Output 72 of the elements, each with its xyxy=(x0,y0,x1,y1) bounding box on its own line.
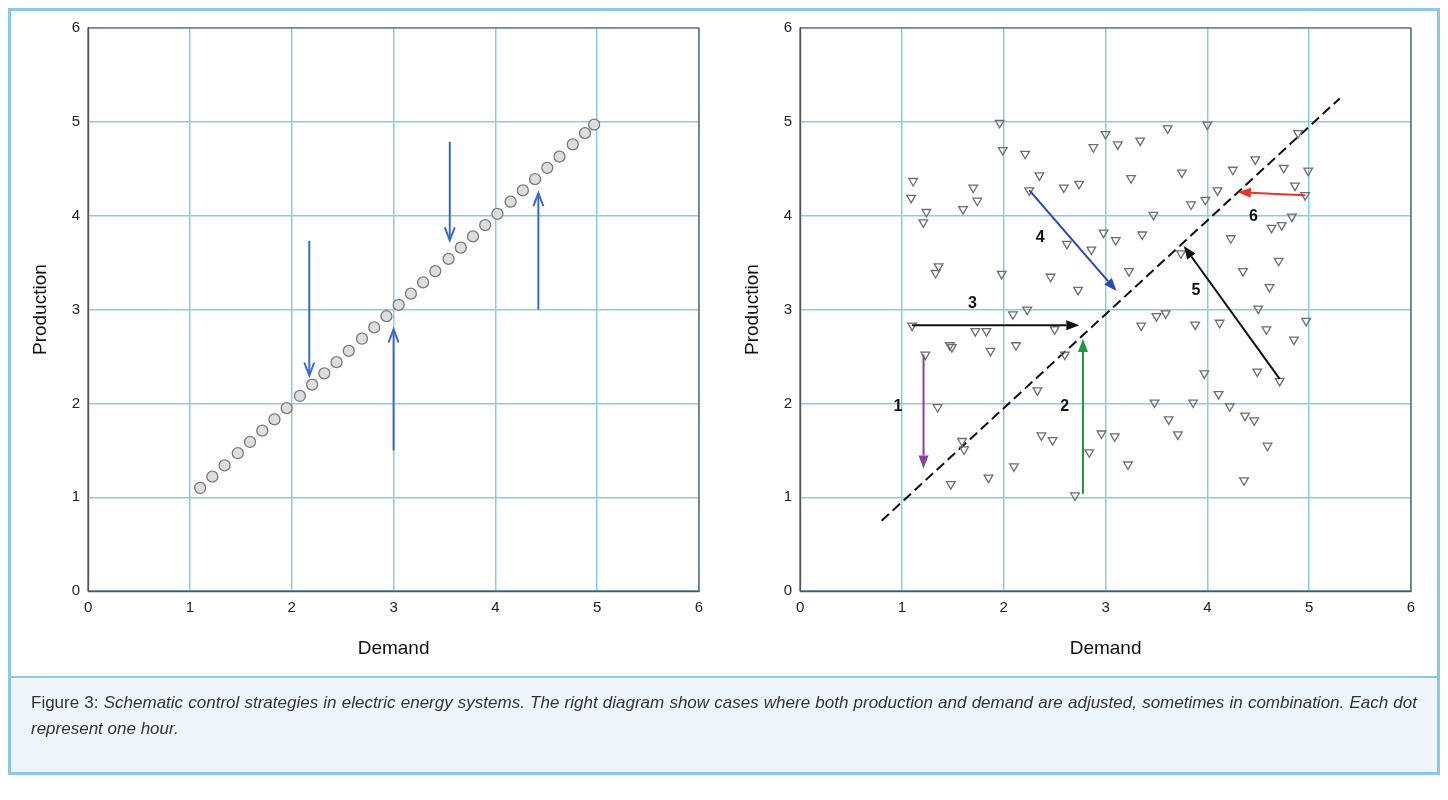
y-tick-label: 4 xyxy=(71,205,81,223)
annotation: 4 xyxy=(1035,228,1045,246)
y-tick-label: 4 xyxy=(783,205,793,223)
point xyxy=(193,481,207,495)
point xyxy=(553,150,566,163)
x-tick-label: 4 xyxy=(1203,598,1212,616)
annotation: 3 xyxy=(967,294,977,312)
point xyxy=(380,310,393,323)
y-tick-label: 1 xyxy=(783,487,793,505)
y-tick-label: 0 xyxy=(783,581,793,599)
annotation: 2 xyxy=(1060,396,1070,414)
point xyxy=(342,344,355,358)
x-tick-label: 0 xyxy=(83,598,93,616)
x-tick-label: 5 xyxy=(1305,598,1314,616)
x-tick-label: 1 xyxy=(185,598,195,616)
y-axis-title: Production xyxy=(740,264,762,356)
y-tick-label: 2 xyxy=(71,393,81,411)
y-tick-label: 1 xyxy=(71,487,81,505)
point xyxy=(206,470,219,483)
point xyxy=(256,424,269,437)
point xyxy=(541,161,554,175)
point xyxy=(429,264,442,278)
annotation: 1 xyxy=(893,396,903,414)
y-tick-label: 5 xyxy=(71,112,81,130)
x-tick-label: 6 xyxy=(1406,598,1416,616)
x-axis-title: Demand xyxy=(357,636,430,658)
point xyxy=(516,184,530,197)
y-tick-label: 6 xyxy=(783,18,793,36)
y-tick-label: 3 xyxy=(71,299,81,317)
y-axis-title: Production xyxy=(28,264,50,356)
x-tick-label: 0 xyxy=(795,598,805,616)
point xyxy=(243,435,257,449)
y-tick-label: 3 xyxy=(783,299,793,317)
point xyxy=(442,252,455,266)
point xyxy=(528,172,542,186)
y-tick-label: 6 xyxy=(71,18,81,36)
point xyxy=(479,218,492,232)
annotation: 6 xyxy=(1248,206,1258,224)
y-tick-label: 5 xyxy=(783,112,793,130)
x-tick-label: 6 xyxy=(694,598,704,616)
point xyxy=(355,332,369,345)
point xyxy=(392,298,405,312)
point xyxy=(404,287,418,300)
caption: Figure 3: Schematic control strategies in electric energy systems. The right diagram show cases where both production and demand are adjusted, sometimes in combination. Each dot represent one hour. xyxy=(31,693,1417,738)
point xyxy=(466,230,480,243)
x-tick-label: 5 xyxy=(593,598,602,616)
annotation: 5 xyxy=(1191,281,1201,299)
point xyxy=(368,321,381,334)
point xyxy=(305,378,319,391)
point xyxy=(280,402,293,415)
point xyxy=(587,118,601,131)
x-tick-label: 3 xyxy=(389,598,398,616)
point xyxy=(330,356,343,369)
point xyxy=(504,195,517,208)
point xyxy=(416,276,430,289)
x-tick-label: 4 xyxy=(491,598,500,616)
point xyxy=(454,241,467,254)
point xyxy=(231,447,244,460)
x-tick-label: 3 xyxy=(1101,598,1110,616)
y-tick-label: 2 xyxy=(783,393,793,411)
point xyxy=(318,367,331,380)
x-axis-title: Demand xyxy=(1069,636,1142,658)
point xyxy=(566,138,579,151)
point xyxy=(268,413,281,426)
y-tick-label: 0 xyxy=(71,581,81,599)
point xyxy=(218,459,231,472)
point xyxy=(491,207,504,221)
point xyxy=(293,389,307,403)
point xyxy=(578,126,592,140)
x-tick-label: 2 xyxy=(999,598,1008,616)
x-tick-label: 1 xyxy=(897,598,907,616)
x-tick-label: 2 xyxy=(287,598,296,616)
